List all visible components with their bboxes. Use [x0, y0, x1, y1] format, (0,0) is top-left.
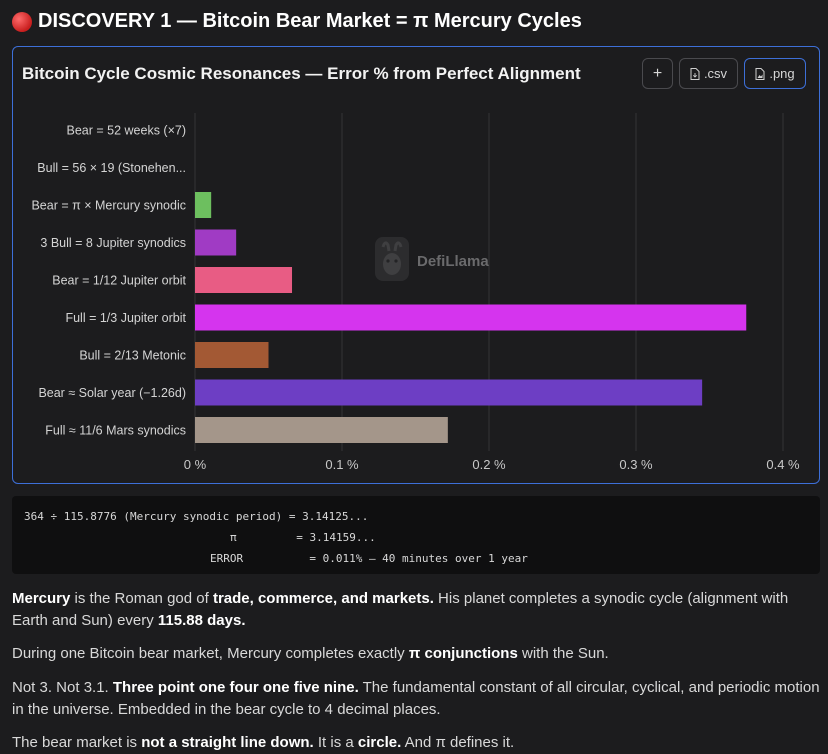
- text: Not 3. Not 3.1.: [12, 679, 113, 696]
- chart-card: Bitcoin Cycle Cosmic Resonances — Error …: [12, 46, 820, 484]
- code-line-1: 364 ÷ 115.8776 (Mercury synodic period) …: [24, 510, 369, 523]
- bold-trade: trade, commerce, and markets.: [212, 590, 434, 607]
- red-circle-icon: [12, 11, 32, 32]
- bold-pi-conjunctions: π conjunctions: [408, 645, 518, 662]
- category-label: Full = 1/3 Jupiter orbit: [65, 311, 186, 325]
- bold-pi-digits: Three point one four one five nine.: [112, 679, 359, 696]
- bold-mercury: Mercury: [12, 590, 71, 607]
- add-button[interactable]: +: [642, 58, 673, 89]
- heading-text: DISCOVERY 1 — Bitcoin Bear Market = π Me…: [38, 10, 582, 32]
- text: is the Roman god of: [70, 590, 213, 607]
- text: It is a: [313, 734, 358, 751]
- download-png-button[interactable]: .png: [744, 58, 806, 89]
- bar[interactable]: [195, 267, 293, 293]
- file-icon: [690, 67, 700, 80]
- category-label: Bull = 2/13 Metonic: [79, 349, 186, 363]
- paragraph-bear-market: During one Bitcoin bear market, Mercury …: [12, 643, 820, 665]
- bar-chart: DefiLlama Bear = 52 weeks (×7) Bull = 56 …: [31, 113, 800, 472]
- x-tick-label: 0.2 %: [472, 457, 506, 472]
- csv-label: .csv: [703, 66, 728, 81]
- code-line-2: π = 3.14159...: [230, 531, 376, 544]
- bold-circle: circle.: [357, 734, 402, 751]
- category-label: Bull = 56 × 19 (Stonehen...: [37, 161, 186, 175]
- bar[interactable]: [195, 304, 747, 331]
- bold-not-straight: not a straight line down.: [141, 734, 314, 751]
- plus-icon: +: [652, 64, 663, 82]
- category-label: Full ≈ 11/6 Mars synodics: [45, 424, 186, 438]
- x-tick-label: 0.4 %: [766, 457, 800, 472]
- text: with the Sun.: [517, 645, 609, 662]
- bar[interactable]: [195, 192, 212, 218]
- defillama-watermark: DefiLlama: [375, 237, 489, 281]
- text: During one Bitcoin bear market, Mercury …: [12, 645, 409, 662]
- paragraph-mercury: Mercury is the Roman god of trade, comme…: [12, 588, 820, 632]
- bar[interactable]: [195, 229, 237, 256]
- text: The bear market is: [12, 734, 142, 751]
- chart-title: Bitcoin Cycle Cosmic Resonances — Error …: [22, 64, 581, 83]
- image-file-icon: [755, 67, 765, 80]
- page-heading: DISCOVERY 1 — Bitcoin Bear Market = π Me…: [12, 10, 582, 33]
- watermark-text: DefiLlama: [417, 253, 489, 270]
- text: His planet completes a synodic cycle (al…: [12, 590, 789, 629]
- category-label: Bear = π × Mercury synodic: [31, 199, 186, 213]
- x-tick-label: 0.3 %: [619, 457, 653, 472]
- category-label: Bear ≈ Solar year (−1.26d): [38, 386, 186, 400]
- code-line-3: ERROR = 0.011% — 40 minutes over 1 year: [210, 552, 528, 565]
- download-csv-button[interactable]: .csv: [679, 58, 738, 89]
- x-tick-label: 0 %: [184, 457, 207, 472]
- bar[interactable]: [195, 379, 703, 406]
- code-block: 364 ÷ 115.8776 (Mercury synodic period) …: [12, 496, 820, 574]
- bar[interactable]: [195, 417, 448, 443]
- x-tick-label: 0.1 %: [325, 457, 359, 472]
- png-label: .png: [769, 66, 795, 81]
- paragraph-pi-digits: Not 3. Not 3.1. Three point one four one…: [12, 677, 820, 721]
- text: The fundamental constant of all circular…: [12, 679, 820, 718]
- category-label: Bear = 52 weeks (×7): [66, 124, 186, 138]
- bar[interactable]: [195, 342, 269, 368]
- paragraph-circle: The bear market is not a straight line d…: [12, 732, 820, 754]
- category-label: 3 Bull = 8 Jupiter synodics: [40, 236, 186, 250]
- bold-days: 115.88 days.: [157, 612, 246, 629]
- text: And π defines it.: [401, 734, 515, 751]
- category-label: Bear = 1/12 Jupiter orbit: [52, 274, 186, 288]
